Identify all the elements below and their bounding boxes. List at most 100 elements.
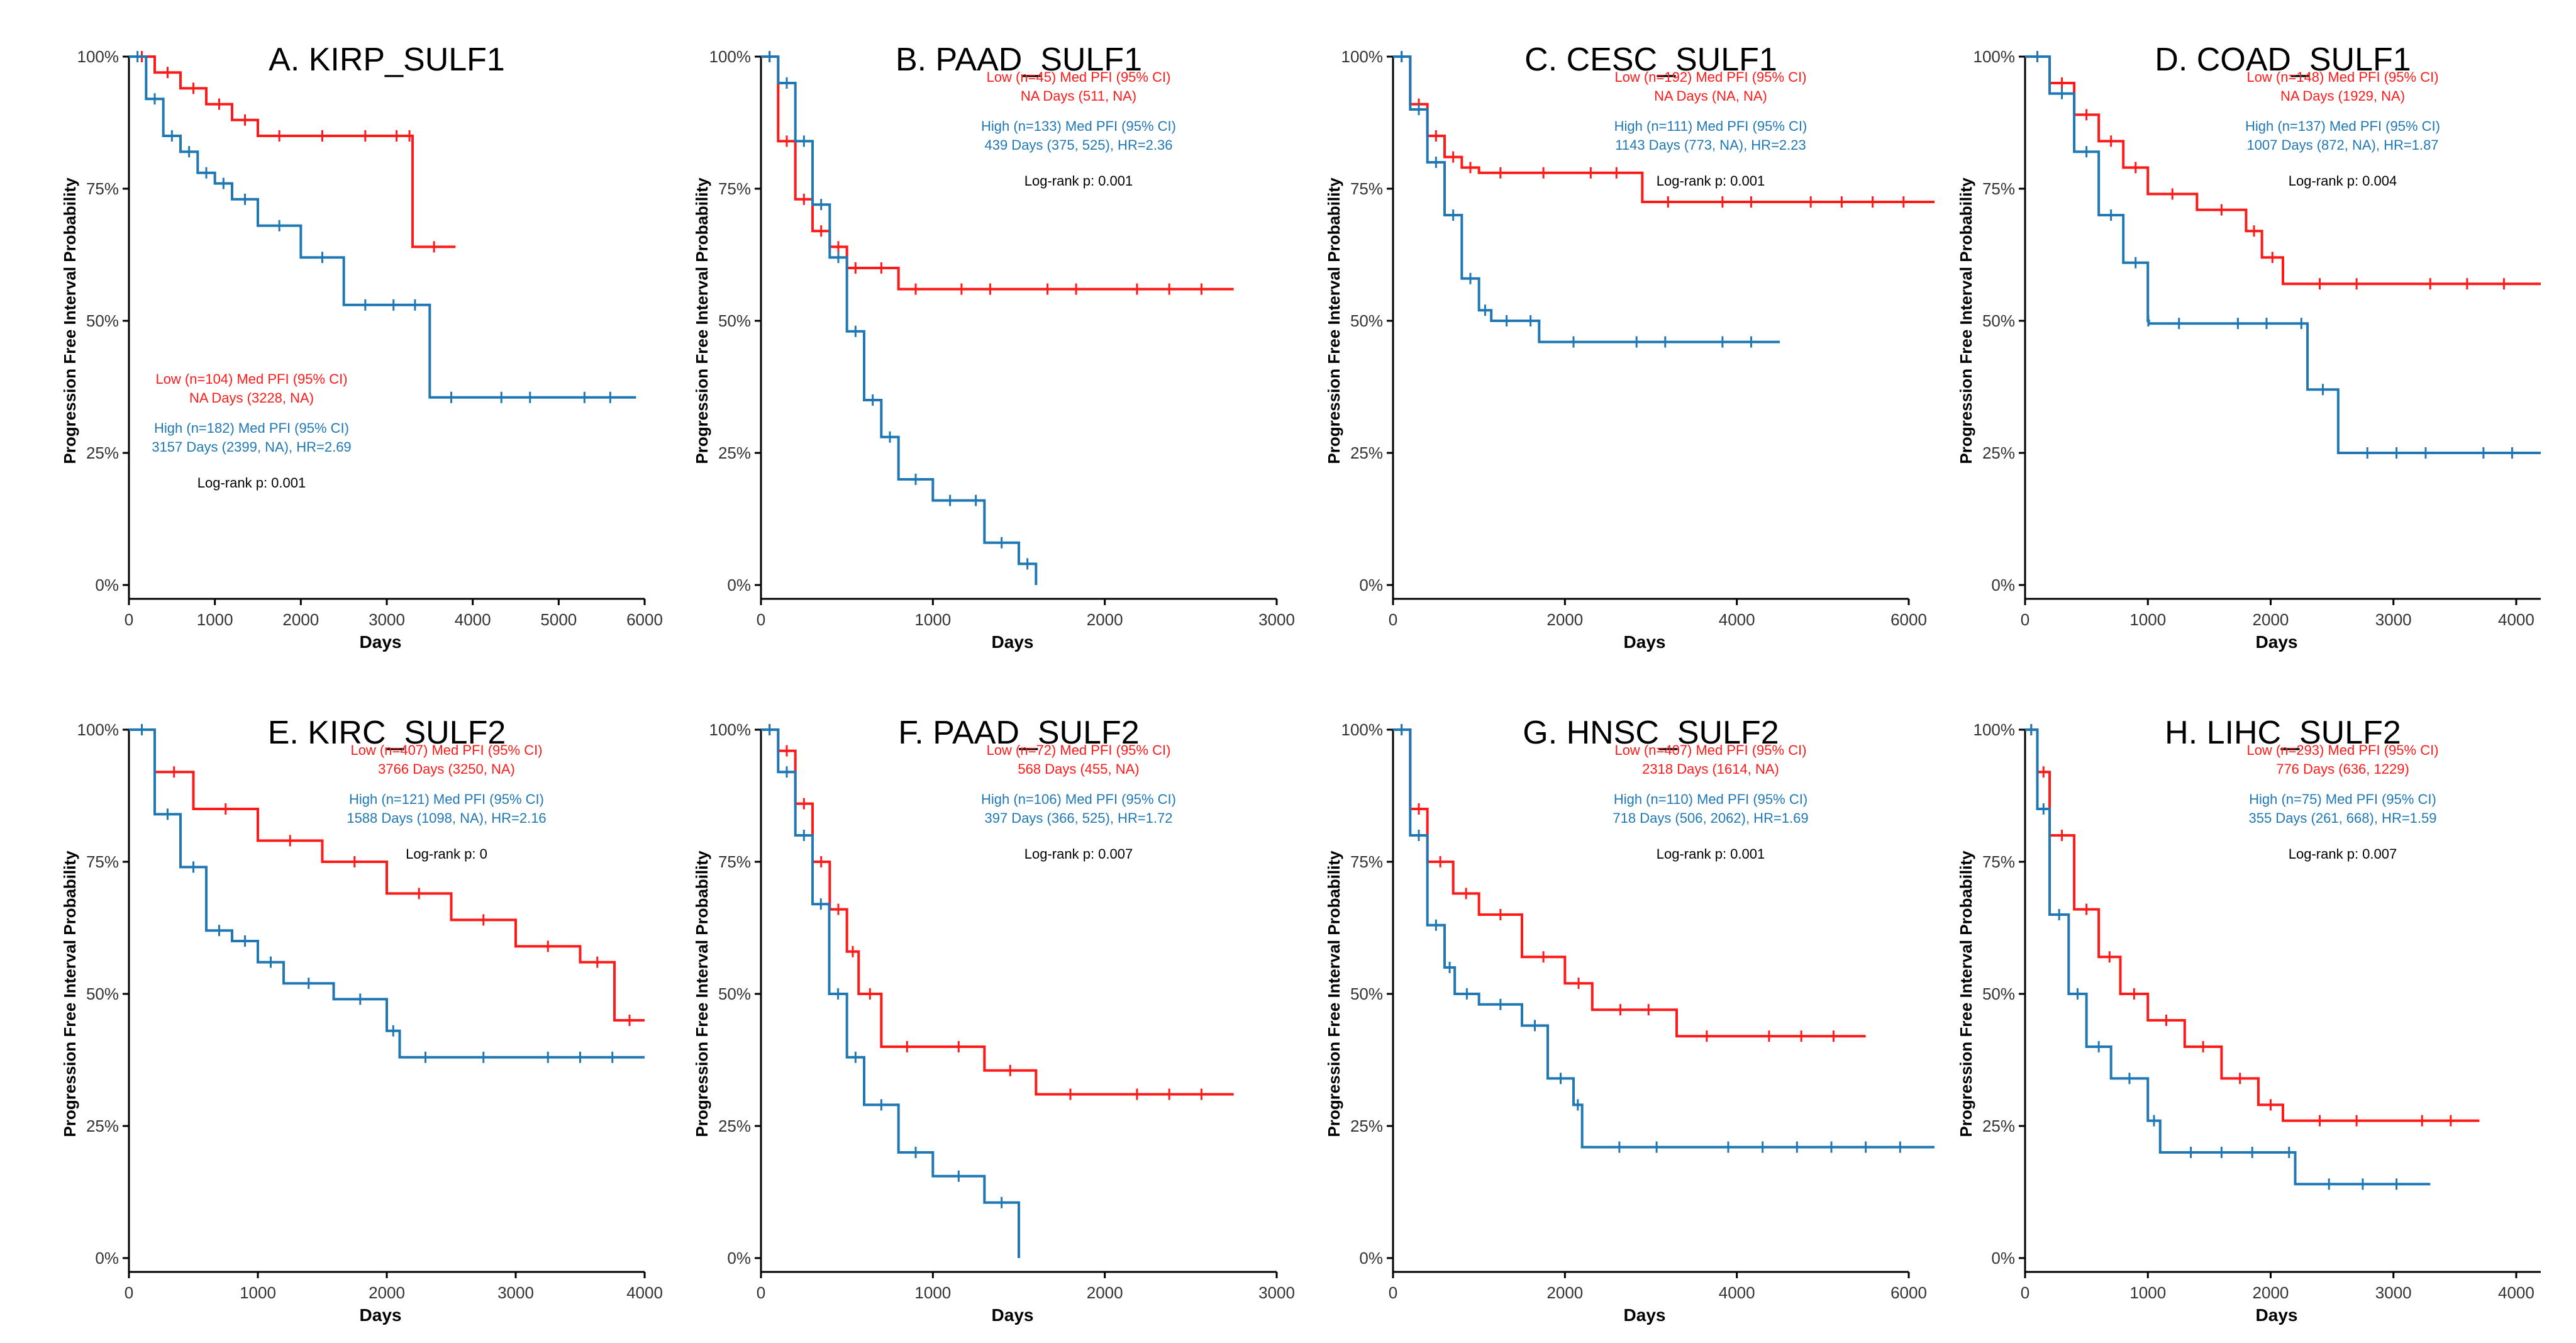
legend-low-label: Low (n=407) Med PFI (95% CI)	[350, 742, 542, 758]
x-tick-label: 4000	[455, 610, 491, 629]
y-tick-label: 0%	[95, 576, 119, 594]
series-high-curve	[761, 55, 1038, 585]
y-tick-label: 0%	[1991, 1249, 2015, 1268]
y-tick-label: 25%	[1350, 1117, 1383, 1135]
x-tick-label: 6000	[626, 610, 663, 629]
x-tick-label: 4000	[2498, 610, 2534, 629]
legend-low-days: NA Days (NA, NA)	[1654, 88, 1767, 104]
series-high-curve	[761, 728, 1020, 1258]
y-tick-label: 100%	[709, 47, 752, 66]
legend-high-days: 718 Days (506, 2062), HR=1.69	[1613, 810, 1808, 826]
legend-low-days: 3766 Days (3250, NA)	[378, 761, 515, 777]
y-tick-label: 50%	[1350, 984, 1383, 1003]
series-low-curve	[761, 728, 1234, 1096]
y-axis-title: Progression Free Interval Probability	[60, 177, 79, 464]
y-tick-label: 100%	[709, 720, 752, 739]
x-tick-label: 3000	[497, 1283, 534, 1302]
logrank-p-value: Log-rank p: 0.001	[197, 475, 306, 491]
x-tick-label: 2000	[2253, 1283, 2289, 1302]
y-tick-label: 75%	[1350, 852, 1383, 871]
x-tick-label: 1000	[2129, 610, 2166, 629]
logrank-p-value: Log-rank p: 0.007	[2289, 846, 2397, 862]
chart-title: E. KIRC_SULF2	[268, 715, 506, 751]
x-tick-label: 0	[757, 610, 765, 629]
y-tick-label: 75%	[1350, 179, 1383, 198]
y-axis-title: Progression Free Interval Probability	[1957, 177, 1975, 464]
y-tick-label: 0%	[727, 1249, 751, 1268]
y-tick-label: 75%	[86, 852, 119, 871]
x-tick-label: 3000	[369, 610, 405, 629]
y-tick-label: 75%	[86, 179, 119, 198]
y-axis-title: Progression Free Interval Probability	[1324, 177, 1343, 464]
y-tick-label: 100%	[1341, 47, 1384, 66]
x-tick-label: 0	[1389, 1283, 1397, 1302]
chart-panel-2: B. PAAD_SULF1 0% 25% 50% 75% 100% 0 1000 2000 300…	[692, 42, 1295, 652]
x-tick-label: 2000	[1087, 610, 1123, 629]
chart-title: C. CESC_SULF1	[1524, 42, 1777, 78]
series-low-curve	[2025, 728, 2480, 1122]
legend-high-label: High (n=111) Med PFI (95% CI)	[1614, 118, 1807, 134]
x-axis-title: Days	[360, 632, 402, 652]
x-tick-label: 5000	[540, 610, 577, 629]
x-axis-title: Days	[992, 632, 1034, 652]
legend-high-days: 1588 Days (1098, NA), HR=2.16	[347, 810, 546, 826]
logrank-p-value: Log-rank p: 0	[406, 846, 487, 862]
legend-low-days: NA Days (1929, NA)	[2280, 88, 2405, 104]
series-low-curve	[761, 55, 1234, 291]
legend-low-label: Low (n=192) Med PFI (95% CI)	[1614, 69, 1806, 85]
legend-low-days: 568 Days (455, NA)	[1018, 761, 1139, 777]
legend-low-days: NA Days (3228, NA)	[189, 390, 314, 406]
legend-high-days: 3157 Days (2399, NA), HR=2.69	[152, 439, 351, 455]
x-axis-title: Days	[2256, 1305, 2298, 1325]
logrank-p-value: Log-rank p: 0.007	[1024, 846, 1133, 862]
legend-high-label: High (n=121) Med PFI (95% CI)	[349, 791, 544, 807]
x-tick-label: 2000	[2253, 610, 2289, 629]
x-tick-label: 4000	[626, 1283, 663, 1302]
series-high-curve	[129, 55, 636, 399]
y-tick-label: 50%	[86, 984, 119, 1003]
legend-low-label: Low (n=407) Med PFI (95% CI)	[1614, 742, 1806, 758]
y-axis-title: Progression Free Interval Probability	[692, 850, 711, 1137]
x-axis-title: Days	[992, 1305, 1034, 1325]
x-tick-label: 0	[125, 1283, 133, 1302]
x-tick-label: 4000	[1719, 610, 1755, 629]
x-tick-label: 1000	[240, 1283, 276, 1302]
y-tick-label: 25%	[1982, 1117, 2015, 1135]
y-axis-title: Progression Free Interval Probability	[60, 850, 79, 1137]
legend-high-label: High (n=137) Med PFI (95% CI)	[2245, 118, 2440, 134]
logrank-p-value: Log-rank p: 0.001	[1024, 173, 1133, 189]
x-tick-label: 1000	[2129, 1283, 2166, 1302]
x-tick-label: 0	[125, 610, 133, 629]
y-axis-title: Progression Free Interval Probability	[1957, 850, 1975, 1137]
x-tick-label: 2000	[369, 1283, 405, 1302]
chart-title: B. PAAD_SULF1	[896, 42, 1142, 78]
y-tick-label: 75%	[1982, 852, 2015, 871]
series-high-curve	[2025, 728, 2431, 1186]
legend-high-label: High (n=182) Med PFI (95% CI)	[154, 420, 349, 436]
legend-low-days: 776 Days (636, 1229)	[2276, 761, 2409, 777]
x-tick-label: 6000	[1890, 610, 1927, 629]
y-tick-label: 25%	[1350, 443, 1383, 462]
legend-low-days: NA Days (511, NA)	[1021, 88, 1136, 104]
chart-title: F. PAAD_SULF2	[898, 715, 1139, 751]
y-tick-label: 100%	[1974, 47, 2016, 66]
y-tick-label: 50%	[1350, 311, 1383, 330]
series-low-curve	[1393, 728, 1866, 1038]
x-tick-label: 3000	[1258, 1283, 1295, 1302]
x-tick-label: 2000	[1546, 610, 1583, 629]
y-tick-label: 100%	[77, 47, 119, 66]
legend-high-label: High (n=110) Med PFI (95% CI)	[1614, 791, 1807, 807]
y-axis-title: Progression Free Interval Probability	[1324, 850, 1343, 1137]
x-axis-title: Days	[1624, 1305, 1666, 1325]
chart-title: H. LIHC_SULF2	[2165, 715, 2401, 751]
x-tick-label: 2000	[282, 610, 319, 629]
y-tick-label: 50%	[718, 311, 751, 330]
legend-high-label: High (n=106) Med PFI (95% CI)	[981, 791, 1176, 807]
x-tick-label: 2000	[1546, 1283, 1583, 1302]
chart-panel-5: E. KIRC_SULF2 0% 25% 50% 75% 100% 0 1000 2000 300…	[60, 715, 663, 1325]
y-tick-label: 25%	[86, 443, 119, 462]
y-tick-label: 75%	[718, 179, 751, 198]
legend-high-days: 1007 Days (872, NA), HR=1.87	[2246, 137, 2438, 153]
series-high-curve	[1393, 728, 1935, 1149]
y-tick-label: 100%	[1974, 720, 2016, 739]
